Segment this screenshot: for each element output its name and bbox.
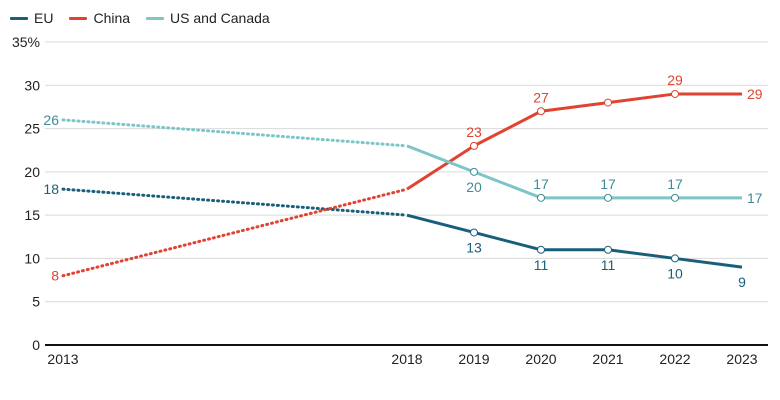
series-line-dotted bbox=[61, 118, 409, 148]
data-point-marker bbox=[537, 107, 545, 116]
y-tick-label: 5 bbox=[32, 294, 40, 310]
legend-item-eu: EU bbox=[10, 10, 53, 26]
data-label: 20 bbox=[466, 179, 482, 195]
legend-item-us-canada: US and Canada bbox=[146, 10, 270, 26]
y-tick-label: 15 bbox=[24, 207, 40, 223]
y-tick-label: 20 bbox=[24, 164, 40, 180]
data-point-marker bbox=[537, 193, 545, 202]
data-label: 17 bbox=[667, 176, 683, 192]
y-tick-label: 25 bbox=[24, 121, 40, 137]
data-point-marker bbox=[470, 141, 478, 150]
legend-label-us-canada: US and Canada bbox=[170, 10, 270, 26]
series-line-dotted bbox=[61, 187, 409, 278]
y-tick-label: 30 bbox=[24, 77, 40, 93]
data-point-marker bbox=[604, 193, 612, 202]
data-label: 17 bbox=[600, 176, 616, 192]
legend-swatch-china bbox=[69, 16, 88, 20]
data-label: 11 bbox=[534, 257, 549, 273]
data-label: 11 bbox=[601, 257, 616, 273]
data-label: 9 bbox=[738, 274, 746, 290]
data-label: 27 bbox=[533, 89, 549, 105]
data-label: 18 bbox=[43, 181, 59, 197]
data-label: 10 bbox=[667, 265, 683, 281]
data-point-marker bbox=[604, 245, 612, 254]
y-tick-label: 10 bbox=[24, 250, 40, 266]
x-tick-label: 2019 bbox=[458, 351, 489, 367]
x-tick-label: 2018 bbox=[391, 351, 422, 367]
data-point-marker bbox=[470, 167, 478, 176]
x-tick-label: 2022 bbox=[659, 351, 690, 367]
x-tick-label: 2020 bbox=[525, 351, 556, 367]
data-label: 17 bbox=[533, 176, 549, 192]
data-point-marker bbox=[671, 254, 679, 263]
legend-swatch-eu bbox=[10, 16, 28, 20]
legend: EU China US and Canada bbox=[10, 10, 270, 26]
legend-label-china: China bbox=[93, 10, 131, 26]
data-point-marker bbox=[604, 98, 612, 107]
data-point-marker bbox=[671, 89, 679, 98]
data-label: 29 bbox=[747, 86, 763, 102]
x-tick-label: 2021 bbox=[592, 351, 623, 367]
y-tick-label: 35% bbox=[12, 34, 40, 50]
data-point-marker bbox=[671, 193, 679, 202]
series-line-dotted bbox=[61, 187, 409, 217]
series-line bbox=[406, 213, 743, 269]
data-point-marker bbox=[537, 245, 545, 254]
x-tick-label: 2023 bbox=[726, 351, 757, 367]
data-label: 13 bbox=[466, 239, 482, 255]
legend-swatch-us-canada bbox=[146, 16, 165, 20]
legend-label-eu: EU bbox=[34, 10, 54, 26]
data-label: 23 bbox=[466, 124, 482, 140]
series-line bbox=[406, 144, 742, 200]
data-label: 17 bbox=[747, 190, 763, 206]
legend-item-china: China bbox=[69, 10, 130, 26]
data-point-marker bbox=[470, 228, 478, 237]
data-label: 29 bbox=[667, 72, 683, 88]
data-label: 26 bbox=[43, 112, 59, 128]
x-tick-label: 2013 bbox=[47, 351, 78, 367]
y-tick-label: 0 bbox=[32, 337, 40, 353]
data-label: 8 bbox=[51, 268, 59, 284]
series-line bbox=[406, 92, 742, 191]
